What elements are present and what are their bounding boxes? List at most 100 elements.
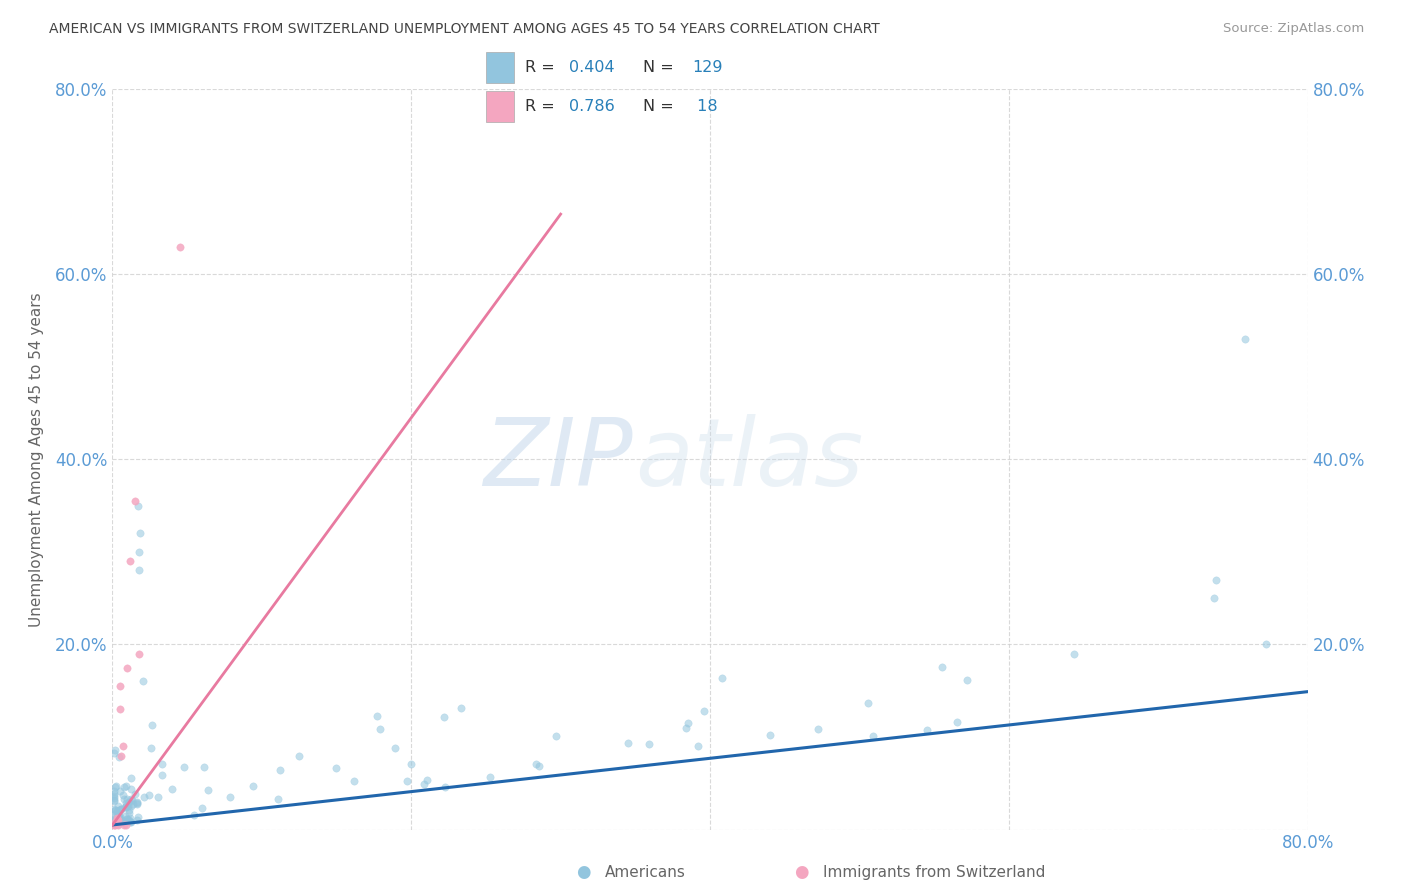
Point: [112, 788, 135, 802]
Point: [103, 817, 125, 831]
Point: [103, 747, 125, 761]
Point: [120, 811, 142, 825]
Point: [125, 796, 148, 810]
Point: [108, 814, 131, 829]
Point: [121, 793, 143, 807]
Point: [112, 792, 135, 806]
Point: [127, 813, 149, 827]
Point: [108, 679, 131, 693]
Text: Americans: Americans: [605, 865, 686, 880]
Point: [759, 728, 782, 742]
Point: [120, 815, 142, 830]
Point: [416, 772, 439, 787]
Text: Immigrants from Switzerland: Immigrants from Switzerland: [823, 865, 1045, 880]
Point: [121, 797, 143, 812]
Point: [114, 812, 136, 826]
Point: [108, 811, 131, 825]
Point: [120, 792, 142, 806]
Point: [105, 812, 128, 826]
Point: [107, 817, 129, 831]
Point: [1063, 647, 1085, 661]
Point: [117, 799, 139, 814]
Point: [1205, 573, 1227, 587]
Bar: [486, 91, 513, 121]
Point: [103, 812, 125, 826]
Point: [108, 750, 131, 764]
Point: [862, 730, 884, 744]
Point: [129, 526, 152, 541]
Text: N =: N =: [643, 60, 679, 75]
Point: [120, 798, 142, 813]
Point: [108, 702, 131, 716]
Point: [117, 814, 139, 828]
Point: [107, 803, 129, 817]
Point: [128, 545, 150, 559]
Point: [524, 757, 547, 772]
Point: [107, 799, 129, 814]
Point: [856, 696, 879, 710]
Point: [191, 801, 214, 815]
Point: [637, 737, 659, 751]
Point: [931, 659, 953, 673]
Point: [134, 789, 156, 804]
Point: [103, 791, 125, 805]
Point: [118, 805, 141, 820]
Point: [138, 789, 160, 803]
Point: [413, 777, 436, 791]
Text: N =: N =: [643, 99, 679, 114]
Point: [112, 780, 135, 794]
Bar: [486, 53, 513, 83]
Text: ●: ●: [576, 863, 591, 881]
Point: [450, 701, 472, 715]
Point: [124, 494, 146, 508]
Point: [1202, 591, 1225, 606]
Point: [108, 784, 131, 798]
Point: [103, 814, 125, 828]
Point: [104, 780, 127, 795]
Point: [118, 814, 141, 828]
Point: [433, 710, 456, 724]
Point: [114, 809, 136, 823]
Point: [139, 741, 162, 756]
Point: [434, 780, 457, 794]
Point: [141, 717, 163, 731]
Point: [118, 796, 141, 810]
Point: [111, 739, 134, 754]
Point: [269, 763, 291, 777]
Point: [128, 564, 150, 578]
Point: [104, 779, 127, 793]
Point: [395, 773, 418, 788]
Point: [807, 722, 830, 736]
Point: [115, 791, 138, 805]
Point: [115, 799, 138, 814]
Text: 129: 129: [692, 60, 723, 75]
Point: [288, 748, 311, 763]
Point: [616, 736, 638, 750]
Point: [127, 810, 149, 824]
Point: [128, 647, 150, 661]
Point: [114, 818, 135, 832]
Point: [103, 818, 125, 832]
Point: [132, 674, 155, 689]
Point: [150, 768, 173, 782]
Point: [127, 499, 149, 513]
Point: [103, 806, 125, 821]
Point: [103, 794, 125, 808]
Point: [686, 739, 709, 753]
Text: Source: ZipAtlas.com: Source: ZipAtlas.com: [1223, 22, 1364, 36]
Point: [366, 709, 388, 723]
Point: [676, 715, 699, 730]
Point: [242, 780, 264, 794]
Point: [115, 813, 138, 827]
Point: [148, 790, 170, 805]
Point: [197, 782, 219, 797]
Point: [384, 740, 406, 755]
Point: [169, 239, 191, 253]
Text: AMERICAN VS IMMIGRANTS FROM SWITZERLAND UNEMPLOYMENT AMONG AGES 45 TO 54 YEARS C: AMERICAN VS IMMIGRANTS FROM SWITZERLAND …: [49, 22, 880, 37]
Text: ●: ●: [794, 863, 808, 881]
Point: [527, 759, 550, 773]
Point: [675, 721, 697, 735]
Point: [103, 787, 125, 801]
Point: [711, 671, 734, 685]
Point: [267, 791, 290, 805]
